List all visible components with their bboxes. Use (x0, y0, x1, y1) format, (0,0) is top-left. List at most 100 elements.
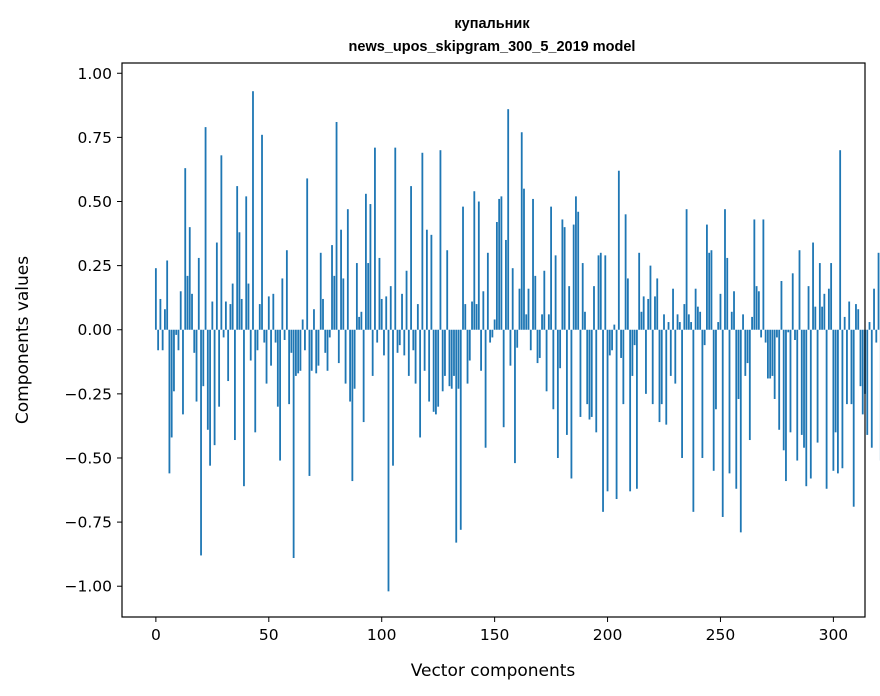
bar-129 (446, 250, 449, 330)
bar-114 (412, 329, 415, 351)
bar-116 (416, 304, 419, 330)
bar-168 (534, 275, 537, 330)
bar-237 (690, 322, 693, 330)
bar-230 (674, 329, 677, 384)
bar-63 (297, 329, 300, 374)
bar-16 (191, 293, 193, 330)
bar-51 (270, 329, 272, 366)
bar-26 (213, 329, 216, 446)
bar-4 (164, 309, 166, 330)
bar-181 (563, 227, 566, 330)
bar-40 (245, 196, 248, 330)
bar-292 (814, 306, 817, 330)
bar-253 (726, 257, 729, 330)
bar-220 (651, 329, 654, 405)
bar-84 (344, 329, 347, 384)
y-tick-label: 0.00 (77, 321, 112, 339)
bar-180 (561, 219, 564, 330)
bar-270 (764, 329, 767, 343)
bar-200 (606, 329, 609, 492)
bar-266 (755, 286, 758, 330)
bar-310 (855, 304, 857, 330)
bar-75 (324, 329, 327, 353)
bar-196 (597, 255, 600, 330)
bar-154 (502, 329, 505, 428)
bar-293 (816, 329, 819, 443)
bar-43 (252, 91, 254, 330)
bar-79 (333, 275, 336, 330)
bar-17 (193, 329, 196, 353)
bar-36 (236, 186, 239, 330)
bar-102 (385, 296, 388, 330)
bar-164 (525, 314, 528, 330)
bar-242 (701, 329, 704, 458)
bar-107 (396, 329, 399, 353)
bar-140 (471, 301, 473, 330)
bar-173 (545, 329, 548, 392)
y-tick-label: 0.75 (77, 129, 112, 147)
bar-290 (809, 329, 812, 479)
bar-124 (435, 329, 437, 415)
x-tick-label: 50 (259, 626, 279, 644)
bar-319 (875, 329, 878, 343)
bar-227 (667, 322, 670, 330)
bar-297 (825, 329, 828, 489)
bar-261 (744, 329, 747, 376)
bar-69 (310, 329, 313, 371)
bar-9 (175, 329, 178, 335)
bar-161 (518, 288, 521, 330)
bar-28 (218, 329, 221, 407)
bar-108 (398, 329, 401, 346)
bar-55 (279, 329, 281, 461)
bar-119 (423, 329, 426, 371)
bar-97 (374, 147, 376, 330)
bar-317 (870, 329, 873, 448)
bar-90 (358, 316, 361, 330)
bar-272 (769, 329, 772, 379)
y-tick-label: −1.00 (65, 578, 113, 596)
bar-233 (681, 329, 683, 458)
bar-115 (414, 329, 417, 384)
bar-228 (669, 329, 672, 376)
y-axis-label: Components values (13, 256, 33, 424)
bar-83 (342, 278, 345, 330)
bar-139 (468, 329, 471, 361)
bar-249 (717, 322, 720, 330)
bar-165 (527, 288, 530, 330)
bar-35 (234, 329, 236, 441)
y-tick-label: 1.00 (77, 65, 112, 83)
bar-80 (335, 121, 338, 330)
bar-47 (261, 134, 263, 330)
bar-264 (751, 316, 753, 330)
bar-81 (337, 329, 340, 364)
bar-110 (403, 329, 406, 356)
bar-145 (482, 291, 485, 330)
bar-243 (703, 329, 706, 346)
bar-256 (733, 291, 735, 330)
bar-191 (586, 329, 589, 405)
bar-44 (254, 329, 257, 433)
bar-8 (173, 329, 175, 392)
bar-144 (480, 329, 482, 371)
bar-225 (663, 314, 665, 330)
bar-15 (188, 227, 191, 330)
y-tick-label: 0.25 (77, 257, 112, 275)
bar-250 (719, 293, 722, 330)
bar-25 (211, 301, 214, 330)
bar-22 (204, 127, 207, 330)
bar-172 (543, 270, 546, 330)
bar-186 (575, 196, 577, 330)
bar-207 (622, 329, 625, 405)
bar-94 (367, 263, 370, 330)
bar-1 (157, 329, 160, 351)
bar-284 (796, 329, 799, 461)
bar-58 (285, 250, 288, 330)
bar-111 (405, 270, 408, 330)
bar-320 (877, 252, 880, 330)
bar-174 (547, 314, 550, 330)
bar-88 (353, 329, 356, 389)
bar-78 (331, 245, 333, 330)
bar-60 (290, 329, 293, 353)
bar-209 (626, 278, 629, 330)
bar-184 (570, 329, 573, 479)
